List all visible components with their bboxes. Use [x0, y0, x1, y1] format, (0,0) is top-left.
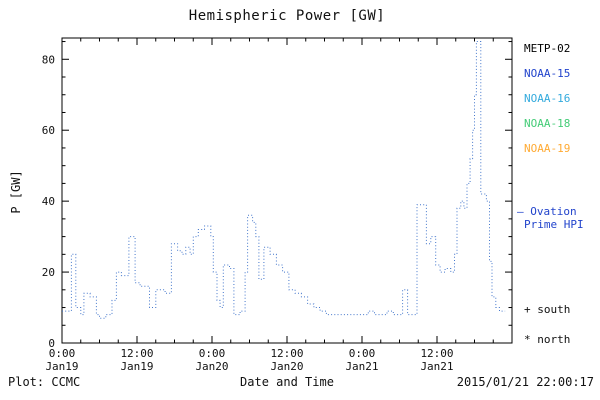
line-sample-icon: — — [517, 205, 524, 218]
svg-text:80: 80 — [42, 53, 55, 66]
ovation-label-line2: Prime HPI — [524, 218, 584, 231]
ovation-prime-legend: — Ovation Prime HPI — [517, 205, 584, 231]
north-marker-icon: * — [524, 333, 531, 346]
svg-text:40: 40 — [42, 195, 55, 208]
ovation-prime-hpi-line — [62, 41, 506, 319]
svg-text:12:00: 12:00 — [420, 347, 453, 360]
plot-credit: Plot: CCMC — [8, 375, 81, 389]
legend-item-noaa18: NOAA-18 — [524, 117, 571, 130]
svg-text:Jan20: Jan20 — [195, 360, 228, 373]
legend-item-noaa19: NOAA-19 — [524, 142, 571, 155]
svg-text:12:00: 12:00 — [270, 347, 303, 360]
south-label: south — [537, 303, 571, 316]
svg-text:Jan19: Jan19 — [45, 360, 78, 373]
south-marker-icon: + — [524, 303, 531, 316]
legend-item-metp02: METP-02 — [524, 42, 571, 55]
svg-text:20: 20 — [42, 266, 55, 279]
svg-text:0:00: 0:00 — [49, 347, 76, 360]
svg-text:Jan20: Jan20 — [270, 360, 303, 373]
north-label: north — [537, 333, 571, 346]
plot-title: Hemispheric Power [GW] — [188, 8, 386, 24]
svg-text:12:00: 12:00 — [120, 347, 153, 360]
legend-item-noaa16: NOAA-16 — [524, 92, 571, 105]
ovation-label-line1: Ovation — [530, 205, 577, 218]
svg-text:Jan21: Jan21 — [345, 360, 378, 373]
legend-item-noaa15: NOAA-15 — [524, 67, 571, 80]
south-marker-legend: + south — [524, 303, 570, 316]
svg-text:Jan21: Jan21 — [420, 360, 453, 373]
north-marker-legend: * north — [524, 333, 570, 346]
svg-text:60: 60 — [42, 124, 55, 137]
svg-text:0:00: 0:00 — [199, 347, 226, 360]
svg-text:Jan19: Jan19 — [120, 360, 153, 373]
plot-timestamp: 2015/01/21 22:00:17 — [456, 375, 594, 389]
svg-text:0: 0 — [48, 337, 55, 350]
svg-text:0:00: 0:00 — [349, 347, 376, 360]
x-axis-label: Date and Time — [240, 375, 334, 389]
satellite-legend: METP-02 NOAA-15 NOAA-16 NOAA-18 NOAA-19 — [524, 42, 570, 167]
